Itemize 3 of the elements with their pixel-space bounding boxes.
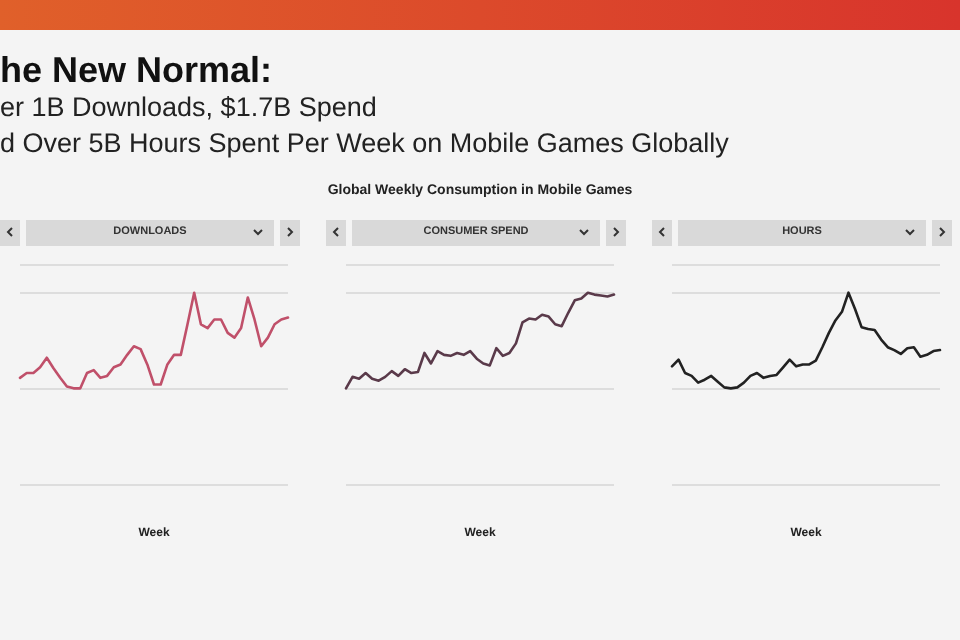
text: er 1B Downloads, $1.7B Spend <box>0 92 377 122</box>
text: d Over 5B Hours Spent Per Week on Mobile Games Globally <box>0 128 729 158</box>
text: he New Normal: <box>0 50 273 92</box>
